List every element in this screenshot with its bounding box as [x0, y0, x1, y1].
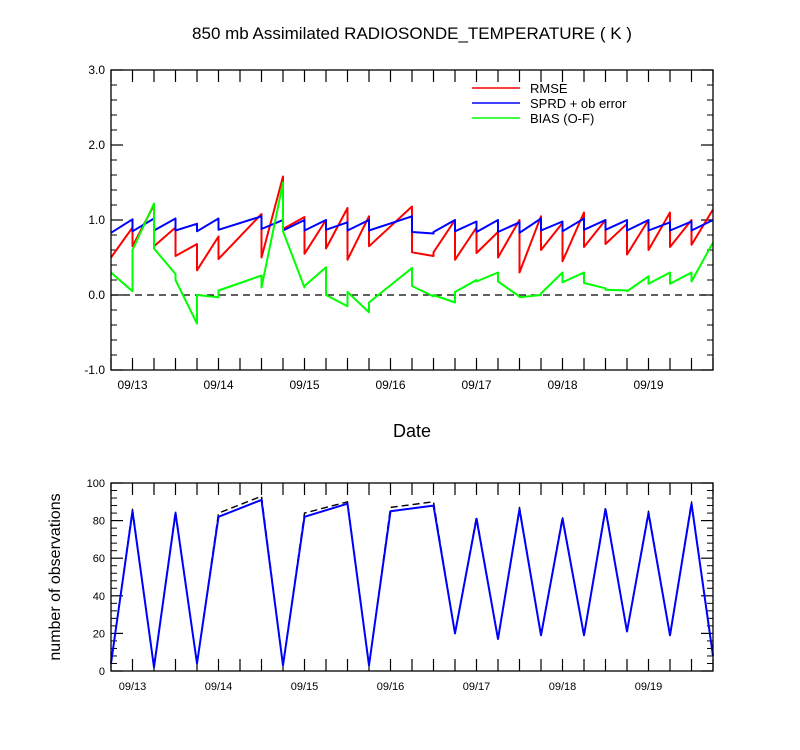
bottom-plot-frame [110, 482, 714, 672]
bottom-y-axis-label: number of observations [47, 493, 64, 660]
bottom-x-tick-label: 09/14 [205, 681, 233, 693]
top-legend: RMSE SPRD + ob error BIAS (O-F) [472, 81, 627, 126]
bottom-y-tick-label: 60 [93, 553, 105, 565]
top-y-tick-label: 3.0 [88, 63, 105, 77]
top-plot-area: -1.0 0.0 1.0 2.0 3.0 09/13 09/14 09/15 09/16 09/1… [84, 63, 714, 392]
bottom-y-tick-label: 20 [93, 628, 105, 640]
bottom-chart: 0 20 40 60 80 100 09/13 09/14 09/15 09/16 09/17 09/… [47, 478, 714, 693]
bottom-x-tick-label: 09/13 [119, 681, 147, 693]
top-y-tick-label: 0.0 [88, 288, 105, 302]
top-x-tick-label: 09/16 [375, 378, 405, 392]
bottom-x-tick-label: 09/17 [463, 681, 491, 693]
top-x-tick-label: 09/18 [547, 378, 577, 392]
bottom-y-tick-label: 0 [99, 666, 105, 678]
top-x-tick-label: 09/19 [633, 378, 663, 392]
top-x-axis-label: Date [393, 421, 431, 441]
top-plot-frame [110, 69, 714, 371]
bottom-x-tick-label: 09/18 [549, 681, 577, 693]
top-x-tick-label: 09/13 [117, 378, 147, 392]
top-x-tick-label: 09/17 [461, 378, 491, 392]
top-chart: 850 mb Assimilated RADIOSONDE_TEMPERATUR… [84, 24, 714, 441]
top-x-tick-label: 09/14 [203, 378, 233, 392]
top-series-rmse [110, 175, 714, 274]
bottom-plot-area: 0 20 40 60 80 100 09/13 09/14 09/15 09/16 09/17 09/… [87, 478, 714, 693]
bottom-x-tick-label: 09/15 [291, 681, 319, 693]
top-chart-title: 850 mb Assimilated RADIOSONDE_TEMPERATUR… [192, 24, 632, 43]
top-series-sprd-ob-error [110, 215, 714, 235]
legend-bias-label: BIAS (O-F) [530, 111, 594, 126]
top-y-tick-label: -1.0 [84, 363, 105, 377]
top-x-tick-label: 09/15 [289, 378, 319, 392]
bottom-y-tick-label: 40 [93, 591, 105, 603]
top-series-bias-o-f [110, 181, 714, 325]
top-y-tick-label: 1.0 [88, 213, 105, 227]
legend-sprd-label: SPRD + ob error [530, 96, 627, 111]
bottom-y-tick-label: 80 [93, 516, 105, 528]
legend-rmse-label: RMSE [530, 81, 568, 96]
bottom-series-possible [110, 495, 714, 668]
top-y-tick-label: 2.0 [88, 138, 105, 152]
bottom-x-tick-label: 09/16 [377, 681, 405, 693]
bottom-x-tick-label: 09/19 [635, 681, 663, 693]
bottom-y-tick-label: 100 [87, 478, 105, 490]
bottom-series-assimilated [110, 498, 714, 669]
